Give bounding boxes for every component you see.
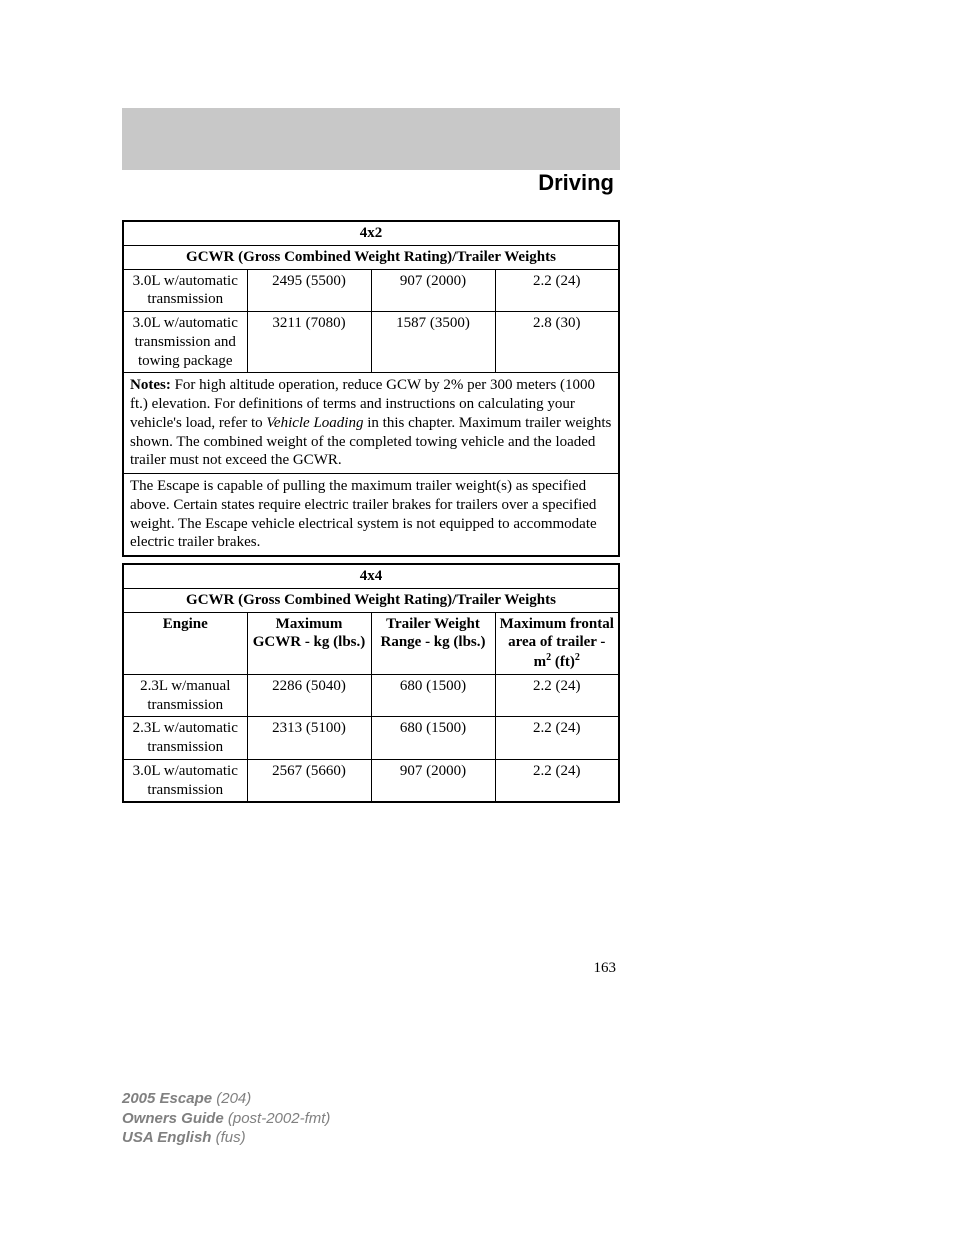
frontal-cell: 2.2 (24): [495, 269, 619, 312]
table-subtitle: GCWR (Gross Combined Weight Rating)/Trai…: [123, 245, 619, 269]
engine-cell: 3.0L w/automatic transmission: [123, 269, 247, 312]
page-number: 163: [122, 960, 620, 977]
header-bar: [122, 108, 620, 170]
trailer-cell: 907 (2000): [371, 269, 495, 312]
table-4x2: 4x2 GCWR (Gross Combined Weight Rating)/…: [122, 220, 620, 557]
footer-line: USA English (fus): [122, 1128, 330, 1148]
footer-italic: (fus): [216, 1129, 246, 1146]
engine-cell: 2.3L w/manual transmission: [123, 674, 247, 717]
gcwr-cell: 3211 (7080): [247, 312, 371, 373]
gcwr-cell: 2286 (5040): [247, 674, 371, 717]
footer-bold: Owners Guide: [122, 1110, 228, 1127]
footer-italic: (post-2002-fmt): [228, 1110, 331, 1127]
table-row: 4x2: [123, 221, 619, 245]
notes-label: Notes:: [130, 377, 171, 393]
section-title: Driving: [122, 170, 620, 196]
table-title: 4x2: [123, 221, 619, 245]
table-row: 2.3L w/manual transmission 2286 (5040) 6…: [123, 674, 619, 717]
engine-cell: 3.0L w/automatic transmission: [123, 759, 247, 802]
notes-cell: Notes: For high altitude operation, redu…: [123, 373, 619, 474]
table-row: 3.0L w/automatic transmission 2567 (5660…: [123, 759, 619, 802]
table-row: GCWR (Gross Combined Weight Rating)/Trai…: [123, 588, 619, 612]
frontal-cell: 2.2 (24): [495, 717, 619, 760]
table-row: 2.3L w/automatic transmission 2313 (5100…: [123, 717, 619, 760]
col-header-frontal: Maximum frontal area of trailer - m2 (ft…: [495, 612, 619, 674]
table-row: GCWR (Gross Combined Weight Rating)/Trai…: [123, 245, 619, 269]
col-header-engine: Engine: [123, 612, 247, 674]
engine-cell: 2.3L w/automatic transmission: [123, 717, 247, 760]
trailer-cell: 1587 (3500): [371, 312, 495, 373]
footer-line: Owners Guide (post-2002-fmt): [122, 1109, 330, 1129]
gcwr-cell: 2567 (5660): [247, 759, 371, 802]
footer: 2005 Escape (204) Owners Guide (post-200…: [122, 1089, 330, 1148]
footer-line: 2005 Escape (204): [122, 1089, 330, 1109]
engine-cell: 3.0L w/automatic transmission and towing…: [123, 312, 247, 373]
footer-italic: (204): [216, 1090, 251, 1107]
frontal-cell: 2.8 (30): [495, 312, 619, 373]
frontal-cell: 2.2 (24): [495, 759, 619, 802]
frontal-sup2: 2: [575, 652, 580, 663]
table-row: Engine Maximum GCWR - kg (lbs.) Trailer …: [123, 612, 619, 674]
table-row: The Escape is capable of pulling the max…: [123, 474, 619, 557]
trailer-cell: 680 (1500): [371, 717, 495, 760]
footer-bold: 2005 Escape: [122, 1090, 216, 1107]
table-subtitle: GCWR (Gross Combined Weight Rating)/Trai…: [123, 588, 619, 612]
col-header-gcwr: Maximum GCWR - kg (lbs.): [247, 612, 371, 674]
escape-note: The Escape is capable of pulling the max…: [123, 474, 619, 557]
frontal-cell: 2.2 (24): [495, 674, 619, 717]
trailer-cell: 907 (2000): [371, 759, 495, 802]
col-header-trailer: Trailer Weight Range - kg (lbs.): [371, 612, 495, 674]
frontal-text2: (ft): [551, 654, 575, 670]
table-title: 4x4: [123, 564, 619, 588]
footer-bold: USA English: [122, 1129, 216, 1146]
table-row: 3.0L w/automatic transmission and towing…: [123, 312, 619, 373]
table-4x4: 4x4 GCWR (Gross Combined Weight Rating)/…: [122, 563, 620, 803]
gcwr-cell: 2313 (5100): [247, 717, 371, 760]
table-row: 4x4: [123, 564, 619, 588]
trailer-cell: 680 (1500): [371, 674, 495, 717]
main-content: 4x2 GCWR (Gross Combined Weight Rating)/…: [122, 220, 620, 803]
notes-italic: Vehicle Loading: [266, 415, 363, 431]
gcwr-cell: 2495 (5500): [247, 269, 371, 312]
table-row: Notes: For high altitude operation, redu…: [123, 373, 619, 474]
table-row: 3.0L w/automatic transmission 2495 (5500…: [123, 269, 619, 312]
